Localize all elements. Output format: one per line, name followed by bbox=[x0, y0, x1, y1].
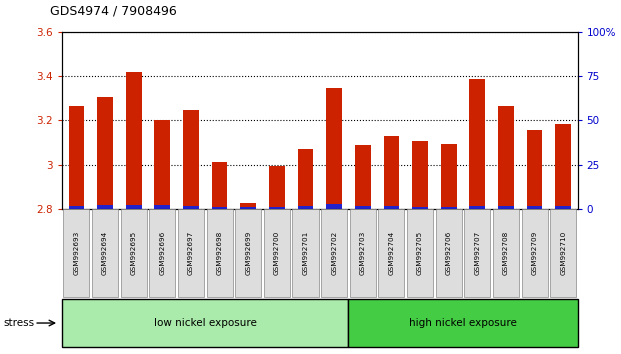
Bar bbox=[412, 141, 428, 209]
Text: GSM992695: GSM992695 bbox=[130, 231, 137, 275]
Bar bbox=[469, 79, 485, 209]
Bar bbox=[384, 206, 399, 209]
Bar bbox=[527, 206, 543, 209]
Bar bbox=[212, 162, 227, 209]
Text: low nickel exposure: low nickel exposure bbox=[154, 318, 256, 328]
Bar bbox=[412, 207, 428, 209]
Bar bbox=[183, 110, 199, 209]
Text: GSM992703: GSM992703 bbox=[360, 231, 366, 275]
Bar bbox=[355, 145, 371, 209]
Bar bbox=[155, 120, 170, 209]
Bar bbox=[355, 206, 371, 209]
Text: GSM992707: GSM992707 bbox=[474, 231, 480, 275]
Bar bbox=[126, 205, 142, 209]
Bar bbox=[68, 106, 84, 209]
Bar bbox=[297, 149, 314, 209]
Bar bbox=[126, 72, 142, 209]
Bar bbox=[183, 206, 199, 209]
Bar bbox=[269, 166, 285, 209]
Bar bbox=[441, 144, 456, 209]
Bar bbox=[555, 124, 571, 209]
Text: GDS4974 / 7908496: GDS4974 / 7908496 bbox=[50, 5, 176, 18]
Text: GSM992699: GSM992699 bbox=[245, 231, 252, 275]
Text: GSM992697: GSM992697 bbox=[188, 231, 194, 275]
Bar bbox=[97, 205, 113, 209]
Bar bbox=[555, 206, 571, 209]
Bar bbox=[297, 206, 314, 209]
Text: GSM992704: GSM992704 bbox=[388, 231, 394, 275]
Bar bbox=[269, 207, 285, 209]
Bar bbox=[326, 88, 342, 209]
Bar bbox=[527, 130, 543, 209]
Text: stress: stress bbox=[3, 318, 34, 328]
Text: GSM992700: GSM992700 bbox=[274, 231, 280, 275]
Bar bbox=[326, 205, 342, 209]
Bar bbox=[498, 206, 514, 209]
Text: GSM992710: GSM992710 bbox=[560, 231, 566, 275]
Bar bbox=[384, 136, 399, 209]
Bar bbox=[469, 206, 485, 209]
Bar bbox=[212, 207, 227, 209]
Text: GSM992709: GSM992709 bbox=[532, 231, 538, 275]
Bar bbox=[498, 106, 514, 209]
Bar bbox=[155, 205, 170, 209]
Text: GSM992702: GSM992702 bbox=[331, 231, 337, 275]
Text: GSM992693: GSM992693 bbox=[73, 231, 79, 275]
Bar bbox=[441, 207, 456, 209]
Text: GSM992698: GSM992698 bbox=[217, 231, 222, 275]
Text: GSM992708: GSM992708 bbox=[503, 231, 509, 275]
Bar bbox=[240, 207, 256, 209]
Bar bbox=[97, 97, 113, 209]
Text: GSM992701: GSM992701 bbox=[302, 231, 309, 275]
Text: GSM992705: GSM992705 bbox=[417, 231, 423, 275]
Text: GSM992694: GSM992694 bbox=[102, 231, 108, 275]
Bar bbox=[240, 203, 256, 209]
Text: high nickel exposure: high nickel exposure bbox=[409, 318, 517, 328]
Text: GSM992696: GSM992696 bbox=[160, 231, 165, 275]
Bar bbox=[68, 206, 84, 209]
Text: GSM992706: GSM992706 bbox=[446, 231, 451, 275]
